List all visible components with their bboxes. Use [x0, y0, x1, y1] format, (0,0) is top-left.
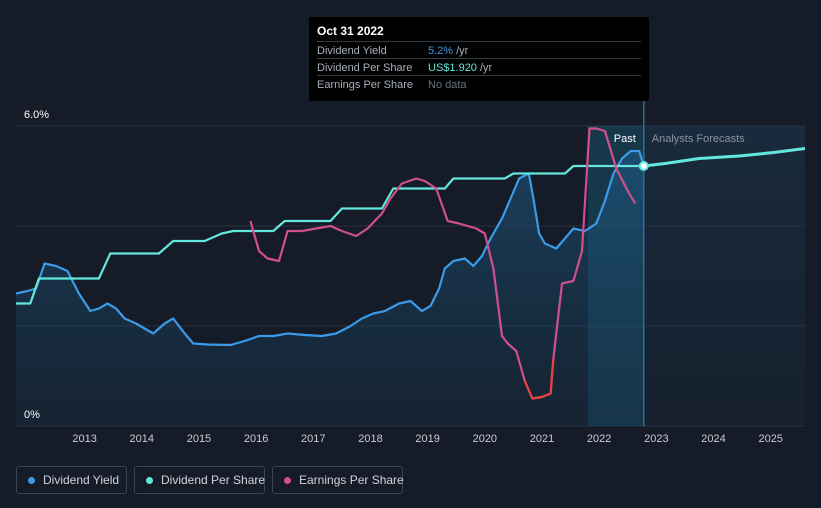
y-tick-label: 0%	[24, 409, 40, 421]
legend-dot-icon	[28, 477, 35, 484]
x-tick-label: 2014	[130, 433, 154, 445]
forecast-label: Analysts Forecasts	[652, 133, 745, 145]
legend-dot-icon	[146, 477, 153, 484]
label-layer: 6.0% 0% 2013 2014 2015 2016 2017 2018 2019 2020 20…	[24, 100, 783, 445]
x-tick-label: 2017	[301, 433, 325, 445]
dividend-per-share-forecast-line	[643, 147, 805, 168]
past-label: Past	[614, 133, 636, 145]
x-tick-label: 2021	[530, 433, 554, 445]
tooltip-date: Oct 31 2022	[317, 24, 384, 38]
x-tick-label: 2023	[644, 433, 668, 445]
tooltip-value: No data	[428, 79, 467, 91]
legend-dot-icon	[284, 477, 291, 484]
tooltip-value: 5.2%/yr	[428, 45, 468, 57]
dividend-yield-line	[16, 149, 645, 347]
tooltip: Oct 31 2022 Dividend Yield 5.2%/yr Divid…	[309, 17, 649, 101]
tooltip-row-earnings-per-share: Earnings Per Share No data	[317, 75, 641, 93]
x-tick-label: 2013	[72, 433, 96, 445]
dividend-yield-area	[16, 151, 644, 426]
x-tick-label: 2018	[358, 433, 382, 445]
legend-dividend-per-share[interactable]: Dividend Per Share	[134, 466, 265, 494]
line-layer	[16, 127, 805, 400]
earnings-per-share-low-segment	[523, 358, 555, 400]
x-tick-label: 2016	[244, 433, 268, 445]
hover-marker	[638, 161, 649, 171]
tooltip-value-text: 5.2%	[428, 45, 454, 57]
tooltip-value-text: US$1.920	[428, 62, 477, 74]
legend-label: Earnings Per Share	[299, 473, 404, 487]
legend-label: Dividend Per Share	[161, 473, 266, 487]
tooltip-label: Dividend Per Share	[317, 62, 413, 74]
tooltip-unit: /yr	[456, 45, 469, 57]
x-tick-label: 2019	[415, 433, 439, 445]
area-layer	[16, 126, 805, 426]
tooltip-label: Dividend Yield	[317, 45, 387, 57]
y-tick-label: 6.0%	[24, 109, 49, 121]
x-tick-label: 2024	[701, 433, 725, 445]
x-tick-label: 2022	[587, 433, 611, 445]
tooltip-row-dividend-yield: Dividend Yield 5.2%/yr	[317, 41, 641, 59]
x-tick-label: 2015	[187, 433, 211, 445]
x-tick-label: 2020	[473, 433, 497, 445]
dividend-per-share-line	[16, 164, 644, 305]
legend-dividend-yield[interactable]: Dividend Yield	[16, 466, 127, 494]
tooltip-unit: /yr	[479, 62, 493, 74]
tooltip-value: US$1.920/yr	[428, 62, 492, 74]
earnings-per-share-line	[249, 127, 637, 400]
tooltip-row-dividend-per-share: Dividend Per Share US$1.920/yr	[317, 58, 641, 76]
tooltip-label: Earnings Per Share	[317, 79, 413, 91]
forecast-region	[643, 126, 805, 426]
legend-label: Dividend Yield	[43, 473, 120, 487]
tooltip-value-text: No data	[428, 79, 467, 91]
legend-earnings-per-share[interactable]: Earnings Per Share	[272, 466, 404, 494]
x-tick-label: 2025	[758, 433, 782, 445]
